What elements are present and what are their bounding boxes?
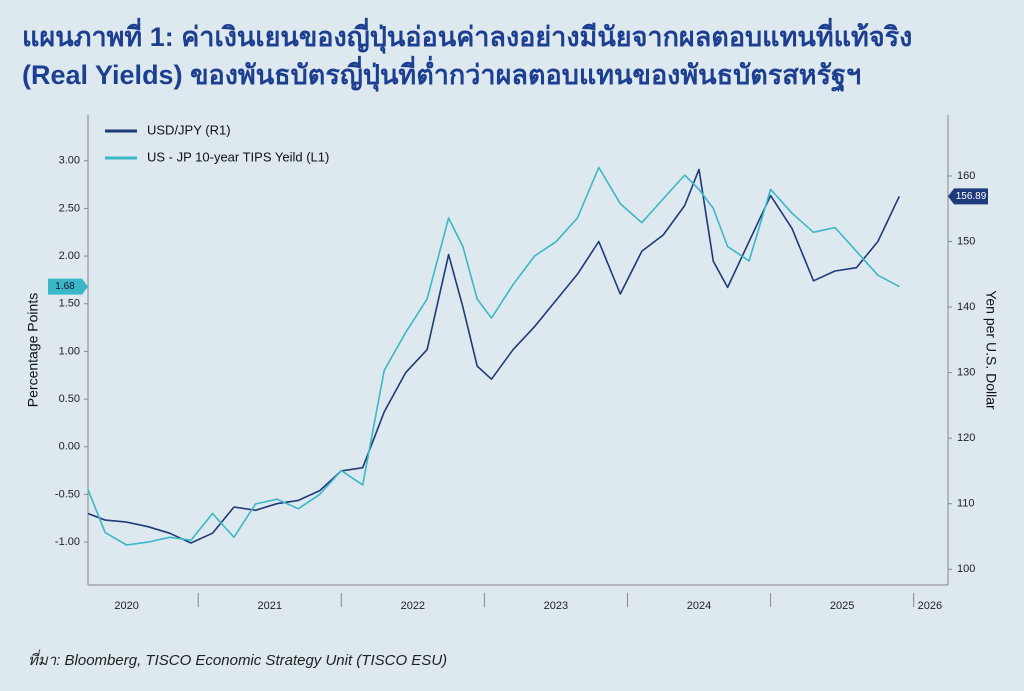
x-tick-label: 2026	[918, 600, 942, 612]
end-value-label: 156.89	[956, 191, 987, 202]
x-tick-label: 2025	[830, 600, 854, 612]
y2-tick-label: 140	[957, 301, 975, 313]
source-note: ที่มา: Bloomberg, TISCO Economic Strateg…	[28, 649, 447, 669]
y2-axis-label: Yen per U.S. Dollar	[983, 290, 999, 410]
y2-tick-label: 150	[957, 235, 975, 247]
legend-label: USD/JPY (R1)	[147, 122, 231, 137]
end-value-tag	[48, 278, 88, 295]
x-tick-label: 2020	[114, 600, 138, 612]
x-tick-label: 2023	[544, 600, 568, 612]
x-tick-label: 2022	[401, 600, 425, 612]
y2-tick-label: 130	[957, 367, 975, 379]
end-value-label: 1.68	[55, 281, 75, 292]
y2-tick-label: 160	[957, 170, 975, 182]
y-tick-label: 0.50	[59, 393, 80, 405]
y-axis-label: Percentage Points	[25, 293, 41, 407]
y-tick-label: 3.00	[59, 155, 80, 167]
y-tick-label: 0.00	[59, 441, 80, 453]
x-tick-label: 2021	[257, 600, 281, 612]
y2-tick-label: 100	[957, 563, 975, 575]
y-tick-label: -0.50	[55, 488, 80, 500]
y-tick-label: 1.00	[59, 345, 80, 357]
y-tick-label: 2.50	[59, 202, 80, 214]
y-tick-label: 1.50	[59, 298, 80, 310]
legend-label: US - JP 10-year TIPS Yeild (L1)	[147, 149, 329, 164]
y-tick-label: 2.00	[59, 250, 80, 262]
series-line	[87, 168, 901, 544]
series-line	[87, 166, 900, 546]
chart-title: แผนภาพที่ 1: ค่าเงินเยนของญี่ปุ่นอ่อนค่า…	[22, 17, 912, 54]
y2-tick-label: 120	[957, 432, 975, 444]
x-tick-label: 2024	[687, 600, 711, 612]
y-tick-label: -1.00	[55, 536, 80, 548]
end-value-tag	[948, 188, 988, 205]
y2-tick-label: 110	[957, 498, 975, 510]
chart-title: (Real Yields) ของพันธบัตรญี่ปุ่นที่ต่ำกว…	[22, 55, 861, 93]
